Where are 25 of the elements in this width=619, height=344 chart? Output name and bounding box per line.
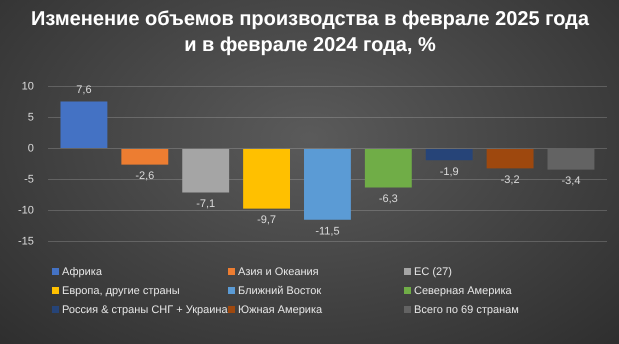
y-tick-label: 0 [28,142,34,155]
legend-label: Южная Америка [237,304,324,316]
y-tick-label: 10 [22,80,34,93]
legend-label: Африка [61,266,103,278]
legend-label: Ближний Восток [237,285,322,297]
legend-label: Всего по 69 странам [413,304,520,316]
legend-label: Азия и Океания [237,266,320,278]
data-label: -6,3 [378,193,398,206]
y-tick-label: -5 [24,174,34,186]
legend-label: Северная Америка [413,285,513,297]
data-label: -2,6 [135,170,154,182]
data-label: -3,4 [561,175,580,188]
y-tick-label: 5 [28,112,34,124]
data-label: 7,6 [76,84,92,96]
data-label: -9,7 [257,214,276,226]
y-tick-label: -10 [18,204,34,216]
legend-label: Европа, другие страны [61,285,181,297]
data-label: -1,9 [440,166,459,178]
legend-label: Россия & страны СНГ + Украина [61,304,228,316]
data-label: -11,5 [315,225,340,238]
legend-label: ЕС (27) [413,266,453,278]
data-label: -7,1 [196,198,216,210]
y-tick-label: -15 [18,235,34,248]
data-label: -3,2 [500,174,520,186]
chart-title: Изменение объемов производства в феврале 2025 года и в феврале 2024 года, % [30,7,590,58]
